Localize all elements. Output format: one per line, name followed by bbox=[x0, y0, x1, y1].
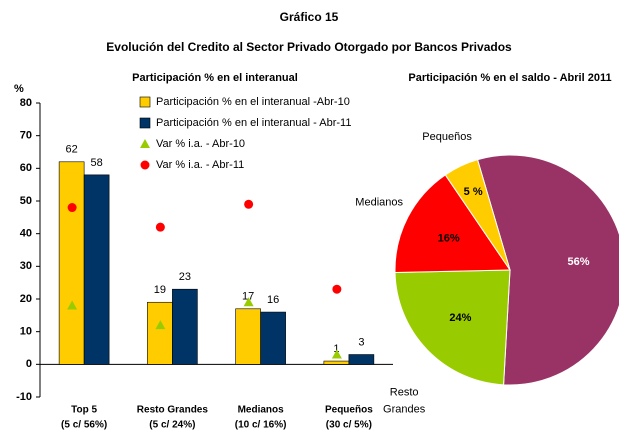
legend-label: Participación % en el interanual -Abr-10 bbox=[156, 96, 350, 108]
chart-title: Participación % en el saldo - Abril 2011 bbox=[408, 72, 611, 84]
y-tick-label: 20 bbox=[20, 293, 32, 305]
legend-label: Var % i.a. - Abr-11 bbox=[156, 159, 244, 171]
legend-swatch bbox=[139, 96, 151, 108]
data-label: 23 bbox=[179, 271, 191, 283]
y-tick-label: 40 bbox=[20, 228, 32, 240]
page-title: Gráfico 15 bbox=[280, 10, 339, 24]
data-label: 17 bbox=[242, 291, 254, 303]
data-label: 24% bbox=[449, 312, 471, 324]
point bbox=[67, 300, 78, 310]
pie-slice bbox=[394, 269, 511, 386]
x-tick-label: (10 c/ 16%) bbox=[235, 420, 287, 431]
data-label: 58 bbox=[91, 157, 103, 169]
chart-title: Participación % en el interanual bbox=[132, 72, 298, 84]
data-label: 56% bbox=[568, 256, 590, 268]
legend-swatch bbox=[140, 160, 150, 170]
category-label: Medianos bbox=[355, 196, 403, 208]
bar bbox=[58, 161, 85, 365]
bar bbox=[260, 311, 286, 365]
point bbox=[155, 320, 166, 330]
bar bbox=[147, 301, 173, 365]
x-tick-label: (30 c/ 5%) bbox=[326, 420, 372, 431]
pie-slice bbox=[476, 154, 619, 386]
data-label: 62 bbox=[66, 144, 78, 156]
bar bbox=[235, 308, 261, 365]
bar bbox=[83, 174, 110, 365]
data-label: 19 bbox=[154, 284, 166, 296]
category-label: Resto Grandes bbox=[383, 386, 426, 415]
x-tick-label: Medianos bbox=[238, 405, 285, 416]
y-axis-label: % bbox=[14, 83, 24, 95]
point bbox=[67, 203, 77, 213]
data-label: 16% bbox=[438, 232, 460, 244]
legend-swatch bbox=[139, 117, 151, 129]
data-label: 3 bbox=[358, 336, 364, 348]
pie-slice bbox=[444, 159, 511, 271]
page-subtitle: Evolución del Credito al Sector Privado … bbox=[106, 40, 512, 54]
y-tick-label: 80 bbox=[20, 97, 32, 109]
y-tick-label: 10 bbox=[20, 326, 32, 338]
x-tick-label: Resto Grandes bbox=[137, 405, 209, 416]
y-tick-label: 70 bbox=[20, 130, 32, 142]
point bbox=[331, 349, 342, 359]
legend-label: Participación % en el interanual - Abr-1… bbox=[156, 117, 351, 129]
y-tick-label: 50 bbox=[20, 195, 32, 207]
y-tick-label: 60 bbox=[20, 162, 32, 174]
legend-swatch bbox=[140, 139, 150, 148]
x-tick-label: Pequeños bbox=[325, 405, 373, 416]
bar bbox=[323, 360, 350, 365]
point bbox=[243, 297, 254, 307]
point bbox=[155, 222, 165, 232]
category-label: Pequeños bbox=[422, 131, 472, 143]
data-label: 16 bbox=[267, 294, 279, 306]
bar bbox=[348, 354, 375, 365]
y-tick-label: 30 bbox=[20, 260, 32, 272]
x-tick-label: Top 5 bbox=[71, 405, 97, 416]
point bbox=[244, 199, 254, 209]
data-label: 5 % bbox=[464, 186, 483, 198]
y-tick-label: -10 bbox=[16, 391, 32, 403]
pie-slice bbox=[394, 174, 511, 274]
data-label: 1 bbox=[333, 343, 339, 355]
bar bbox=[172, 288, 198, 365]
y-tick-label: 0 bbox=[26, 358, 32, 370]
x-tick-label: (5 c/ 56%) bbox=[61, 420, 107, 431]
x-tick-label: (5 c/ 24%) bbox=[149, 420, 195, 431]
legend-label: Var % i.a. - Abr-10 bbox=[156, 138, 245, 150]
point bbox=[332, 284, 342, 294]
